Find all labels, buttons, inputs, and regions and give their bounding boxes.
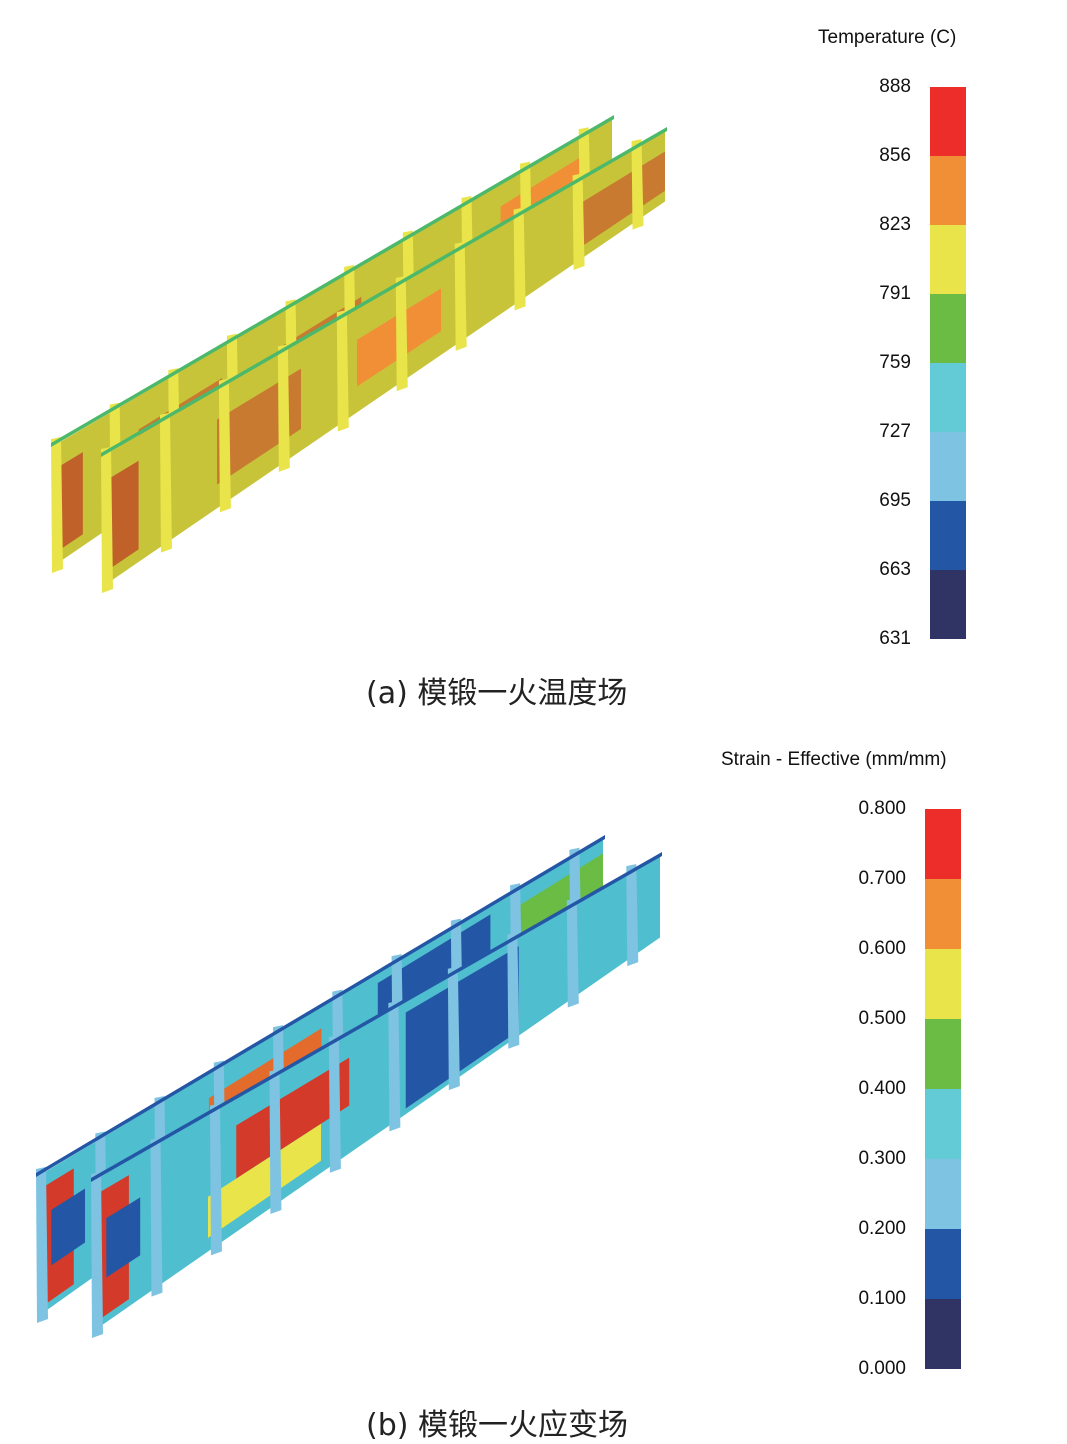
beam-edge: [91, 852, 662, 1182]
stiffener-rib: [513, 207, 526, 311]
stiffener-rib: [159, 412, 172, 553]
legend-color-band: [925, 1229, 961, 1299]
legend-color-band: [925, 1089, 961, 1159]
stiffener-rib: [454, 241, 467, 351]
legend-tick-label: 791: [879, 283, 911, 304]
legend-color-band: [930, 225, 966, 294]
stiffener-rib: [150, 1137, 163, 1297]
contour-patch: [575, 871, 660, 988]
legend-color-band: [925, 1299, 961, 1369]
legend-color-band: [930, 363, 966, 432]
legend-color-band: [930, 570, 966, 639]
legend-tick-label: 631: [879, 628, 911, 649]
stiffener-rib: [209, 1103, 222, 1256]
beam-edge: [36, 835, 605, 1177]
caption-a: (a) 模锻一火温度场: [366, 676, 628, 711]
legend-color-band: [925, 1159, 961, 1229]
temperature-field-model: [51, 115, 667, 593]
stiffener-rib: [101, 447, 113, 593]
legend-color-band: [930, 501, 966, 570]
legend-color-band: [925, 809, 961, 879]
legend-tick-label: 695: [879, 490, 911, 511]
contour-patch: [236, 1057, 350, 1179]
contour-patch: [105, 460, 139, 572]
legend-color-band: [925, 949, 961, 1019]
contour-patch: [405, 946, 519, 1109]
contour-patch: [51, 1188, 86, 1266]
stiffener-rib: [277, 344, 290, 472]
stiffener-rib: [395, 275, 408, 392]
legend-tick-label: 0.200: [858, 1218, 906, 1239]
legend-tick-label: 0.000: [858, 1358, 906, 1379]
beam-edge: [101, 127, 667, 457]
stiffener-rib: [218, 378, 231, 513]
contour-patch: [106, 1197, 141, 1278]
legend-color-band: [925, 1019, 961, 1089]
stiffener-rib: [572, 173, 585, 271]
caption-b: (b) 模锻一火应变场: [366, 1408, 628, 1443]
contour-patch: [208, 1123, 321, 1238]
stiffener-rib: [626, 864, 639, 967]
stiffener-rib: [328, 1035, 341, 1173]
legend-tick-label: 0.300: [858, 1148, 906, 1169]
legend-color-band: [930, 294, 966, 363]
legend-color-band: [930, 156, 966, 225]
temperature-legend-title: Temperature (C): [818, 27, 957, 48]
strain-legend-title: Strain - Effective (mm/mm): [721, 749, 947, 770]
legend-tick-label: 0.400: [858, 1078, 906, 1099]
legend-tick-label: 823: [879, 214, 911, 235]
legend-tick-label: 0.800: [858, 798, 906, 819]
stiffener-rib: [36, 1167, 48, 1323]
legend-color-band: [925, 879, 961, 949]
legend-tick-label: 0.700: [858, 868, 906, 889]
stiffener-rib: [566, 898, 579, 1008]
stiffener-rib: [269, 1069, 282, 1215]
stiffener-rib: [447, 966, 460, 1091]
legend-tick-label: 0.100: [858, 1288, 906, 1309]
legend-tick-label: 888: [879, 76, 911, 97]
stiffener-rib: [388, 1000, 401, 1132]
legend-tick-label: 856: [879, 145, 911, 166]
strain-field-model: [36, 835, 662, 1338]
stiffener-rib: [336, 310, 349, 432]
legend-color-band: [930, 87, 966, 156]
stiffener-rib: [91, 1172, 103, 1338]
legend-color-band: [930, 432, 966, 501]
legend-tick-label: 727: [879, 421, 911, 442]
contour-patch: [581, 151, 665, 247]
stiffener-rib: [631, 139, 644, 230]
stiffener-rib: [51, 437, 63, 573]
legend-tick-label: 663: [879, 559, 911, 580]
legend-tick-label: 0.600: [858, 938, 906, 959]
legend-tick-label: 759: [879, 352, 911, 373]
stiffener-rib: [507, 932, 520, 1049]
beam-edge: [51, 115, 614, 447]
legend-tick-label: 0.500: [858, 1008, 906, 1029]
